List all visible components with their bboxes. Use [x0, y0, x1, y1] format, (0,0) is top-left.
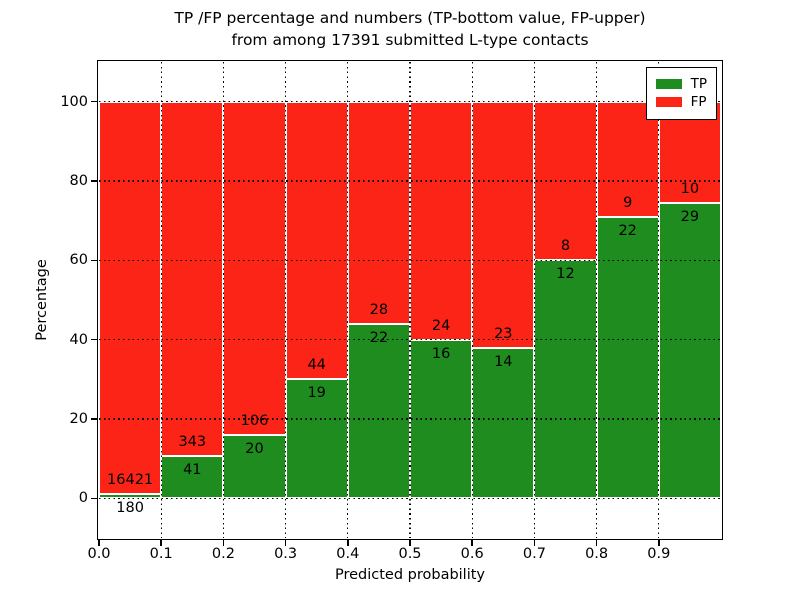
y-axis-tick [91, 418, 98, 420]
bar-fp-count-label: 10 [680, 181, 700, 198]
chart-title-line1: TP /FP percentage and numbers (TP-bottom… [174, 9, 646, 27]
x-tick-label: 0.0 [87, 546, 111, 562]
legend-label-tp: TP [690, 76, 707, 92]
bar-tp-count-label: 16 [431, 345, 451, 362]
bar-fp-count-label: 9 [623, 194, 633, 211]
x-tick-label: 0.2 [211, 546, 235, 562]
x-tick-label: 0.7 [522, 546, 546, 562]
x-tick-label: 0.9 [647, 546, 671, 562]
legend-label-fp: FP [690, 94, 707, 110]
y-axis-tick [91, 259, 98, 262]
y-tick-label: 80 [69, 173, 88, 189]
x-tick-label: 0.4 [336, 546, 360, 562]
bar-tp-count-label: 12 [556, 266, 575, 283]
x-axis-tick [409, 539, 411, 547]
bar-fp-segment [410, 101, 473, 340]
x-axis-tick [533, 539, 536, 547]
y-axis-tick [91, 338, 98, 341]
bar-tp-count-label: 22 [618, 222, 637, 239]
bar-fp-count-label: 16421 [107, 472, 154, 489]
x-axis-tick [658, 539, 660, 547]
x-tick-label: 0.1 [149, 546, 173, 562]
y-axis-label: Percentage [34, 259, 50, 341]
x-axis-tick [222, 539, 225, 547]
x-tick-label: 0.3 [274, 546, 298, 562]
legend-entry-tp: TP [655, 76, 707, 92]
x-axis-tick [98, 539, 100, 547]
bar-tp-count-label: 41 [183, 461, 202, 478]
y-tick-label: 0 [78, 490, 88, 507]
y-tick-label: 40 [69, 331, 88, 348]
bar-tp-count-label: 180 [116, 500, 144, 517]
bar-labels-layer: 16421 180 343 41 106 20 44 19 28 22 24 16 23 14 8 12 9 22… [99, 62, 721, 538]
x-axis-tick [284, 539, 287, 547]
x-axis-tick [595, 539, 598, 547]
chart-title-line2: from among 17391 submitted L-type contac… [231, 31, 589, 49]
bar-tp-segment [658, 203, 721, 499]
bar-tp-count-label: 20 [245, 441, 264, 458]
bar-fp-segment [285, 101, 348, 379]
x-axis-tick [471, 539, 473, 547]
x-axis-tick [347, 539, 349, 547]
y-axis-tick [91, 180, 98, 182]
y-tick-label: 100 [60, 93, 88, 110]
bar-tp-segment [285, 378, 348, 499]
bars-layer [99, 62, 721, 538]
bar-fp-count-label: 343 [178, 433, 207, 450]
bar-tp-count-label: 14 [494, 354, 513, 371]
y-tick-label: 60 [69, 252, 88, 269]
bar-tp-segment [534, 260, 597, 499]
bar-tp-count-label: 22 [369, 329, 389, 346]
x-tick-label: 0.5 [398, 546, 422, 562]
x-tick-label: 0.8 [585, 546, 609, 562]
bar-fp-count-label: 24 [431, 317, 451, 334]
legend-swatch-tp-icon [655, 79, 682, 89]
bar-fp-count-label: 106 [240, 413, 269, 430]
bar-tp-count-label: 29 [680, 209, 700, 226]
bar-fp-count-label: 8 [560, 238, 571, 255]
bar-tp-count-label: 19 [307, 384, 326, 401]
bar-fp-segment [472, 101, 535, 349]
y-tick-label: 20 [69, 411, 88, 427]
x-axis-tick [160, 539, 162, 547]
legend-swatch-fp-icon [655, 97, 682, 107]
bar-fp-segment [347, 101, 410, 324]
plot-area: 16421 180 343 41 106 20 44 19 28 22 24 16 23 14 8 12 9 22… [97, 60, 723, 540]
y-axis-tick [91, 100, 98, 103]
legend-entry-fp: FP [655, 94, 707, 110]
bar-fp-count-label: 23 [494, 326, 513, 343]
x-tick-label: 0.6 [460, 546, 484, 562]
x-axis-label: Predicted probability [334, 567, 486, 583]
y-axis-tick [91, 497, 98, 500]
bar-tp-segment [347, 323, 410, 499]
bar-fp-count-label: 44 [307, 356, 326, 373]
bar-fp-count-label: 28 [369, 301, 389, 318]
legend: TP FP [645, 67, 717, 120]
